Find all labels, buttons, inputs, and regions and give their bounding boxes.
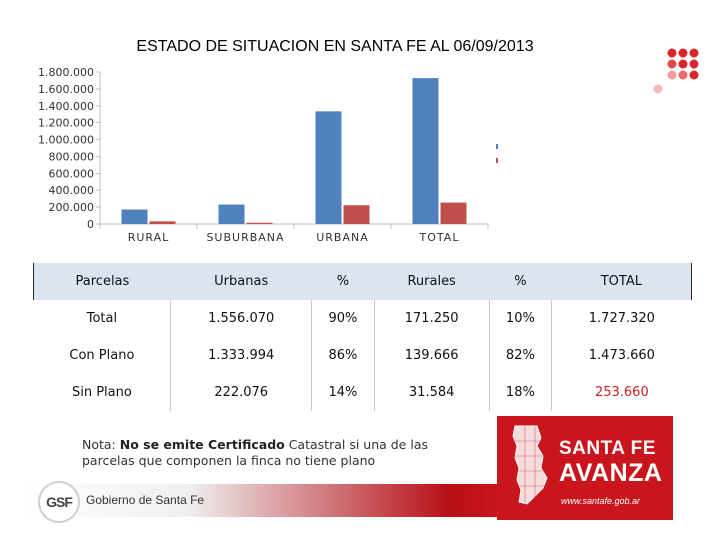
table-cell: 222.076 xyxy=(170,374,312,411)
bar-parcelas xyxy=(121,209,148,224)
bar-sin-mensura xyxy=(343,205,370,224)
government-label: Gobierno de Santa Fe xyxy=(86,493,205,507)
footnote-bold: No se emite Certificado xyxy=(119,437,285,452)
y-tick-label: 800.000 xyxy=(49,150,95,163)
table-cell-highlight: 253.660 xyxy=(551,374,692,411)
y-tick-label: 200.000 xyxy=(49,201,95,214)
y-tick-label: 600.000 xyxy=(49,167,95,180)
gsf-logo-icon: GSF xyxy=(38,481,80,523)
table-cell: 1.727.320 xyxy=(551,300,692,337)
y-tick-label: 1.600.000 xyxy=(38,83,94,96)
footer-strip xyxy=(22,484,498,517)
table-cell: 86% xyxy=(311,337,375,374)
legend-swatch xyxy=(496,158,498,163)
legend-swatch xyxy=(496,144,498,149)
table-cell: 31.584 xyxy=(373,374,490,411)
y-tick-label: 1.800.000 xyxy=(38,66,94,79)
footnote-prefix: Nota: xyxy=(82,437,120,452)
brand-url: www.santafe.gob.ar xyxy=(561,496,641,506)
table-cell: 82% xyxy=(488,337,552,374)
x-tick-label: URBANA xyxy=(316,231,369,244)
brand-line1: SANTA FE xyxy=(559,438,656,459)
y-tick-label: 1.400.000 xyxy=(38,100,94,113)
table-cell: 1.556.070 xyxy=(170,300,312,337)
table-header-cell: Urbanas xyxy=(170,263,312,300)
santa-fe-province-map-icon xyxy=(512,425,548,505)
gsf-logo-text: GSF xyxy=(46,494,73,510)
table-row: Con Plano 1.333.994 86% 139.666 82% 1.47… xyxy=(34,337,692,374)
table-header-cell: Rurales xyxy=(374,263,490,300)
table-cell: 171.250 xyxy=(373,300,490,337)
y-tick-label: 0 xyxy=(87,218,94,231)
bar-parcelas xyxy=(218,204,245,224)
table-row: Sin Plano 222.076 14% 31.584 18% 253.660 xyxy=(34,374,692,411)
y-tick-label: 400.000 xyxy=(49,184,95,197)
table-cell: 139.666 xyxy=(373,337,490,374)
bar-sin-mensura xyxy=(246,222,273,224)
table-row: Total 1.556.070 90% 171.250 10% 1.727.32… xyxy=(34,300,692,337)
footnote: Nota: No se emite Certificado Catastral … xyxy=(82,437,472,469)
table-header-cell: % xyxy=(311,263,375,300)
table-header-cell: TOTAL xyxy=(551,263,692,300)
y-tick-label: 1.200.000 xyxy=(38,117,94,130)
table-cell: Con Plano xyxy=(69,348,135,363)
footnote-text: Catastral si una de las parcelas que com… xyxy=(82,437,428,468)
bar-parcelas xyxy=(315,111,342,224)
table-cell: 18% xyxy=(488,374,552,411)
y-tick-label: 1.000.000 xyxy=(38,134,94,147)
table-cell: Total xyxy=(86,311,118,326)
red-dots-logo-icon xyxy=(653,48,699,94)
table-header-cell: Parcelas xyxy=(32,263,171,300)
chart-title: ESTADO DE SITUACION EN SANTA FE AL 06/09… xyxy=(136,38,534,55)
table-cell: 90% xyxy=(311,300,375,337)
bar-sin-mensura xyxy=(149,221,176,224)
table-cell: 1.473.660 xyxy=(551,337,692,374)
bar-parcelas xyxy=(412,78,439,224)
x-tick-label: TOTAL xyxy=(419,231,460,244)
x-tick-label: RURAL xyxy=(128,231,170,244)
brand-line2: AVANZA xyxy=(559,459,663,487)
table-cell: 14% xyxy=(311,374,375,411)
table-header-row: Parcelas Urbanas % Rurales % TOTAL xyxy=(32,263,692,300)
table-cell: 10% xyxy=(488,300,552,337)
x-tick-label: SUBURBANA xyxy=(206,231,284,244)
table-cell: 1.333.994 xyxy=(170,337,312,374)
statistics-table: Parcelas Urbanas % Rurales % TOTAL Total… xyxy=(32,263,692,411)
table-cell: Sin Plano xyxy=(71,385,132,400)
santa-fe-avanza-banner: SANTA FE AVANZA www.santafe.gob.ar xyxy=(497,416,673,520)
bar-chart: 0 200.000 400.000 600.000 800.000 1.000.000 1.… xyxy=(38,66,498,244)
table-header-cell: % xyxy=(489,263,552,300)
bar-sin-mensura xyxy=(440,202,467,224)
